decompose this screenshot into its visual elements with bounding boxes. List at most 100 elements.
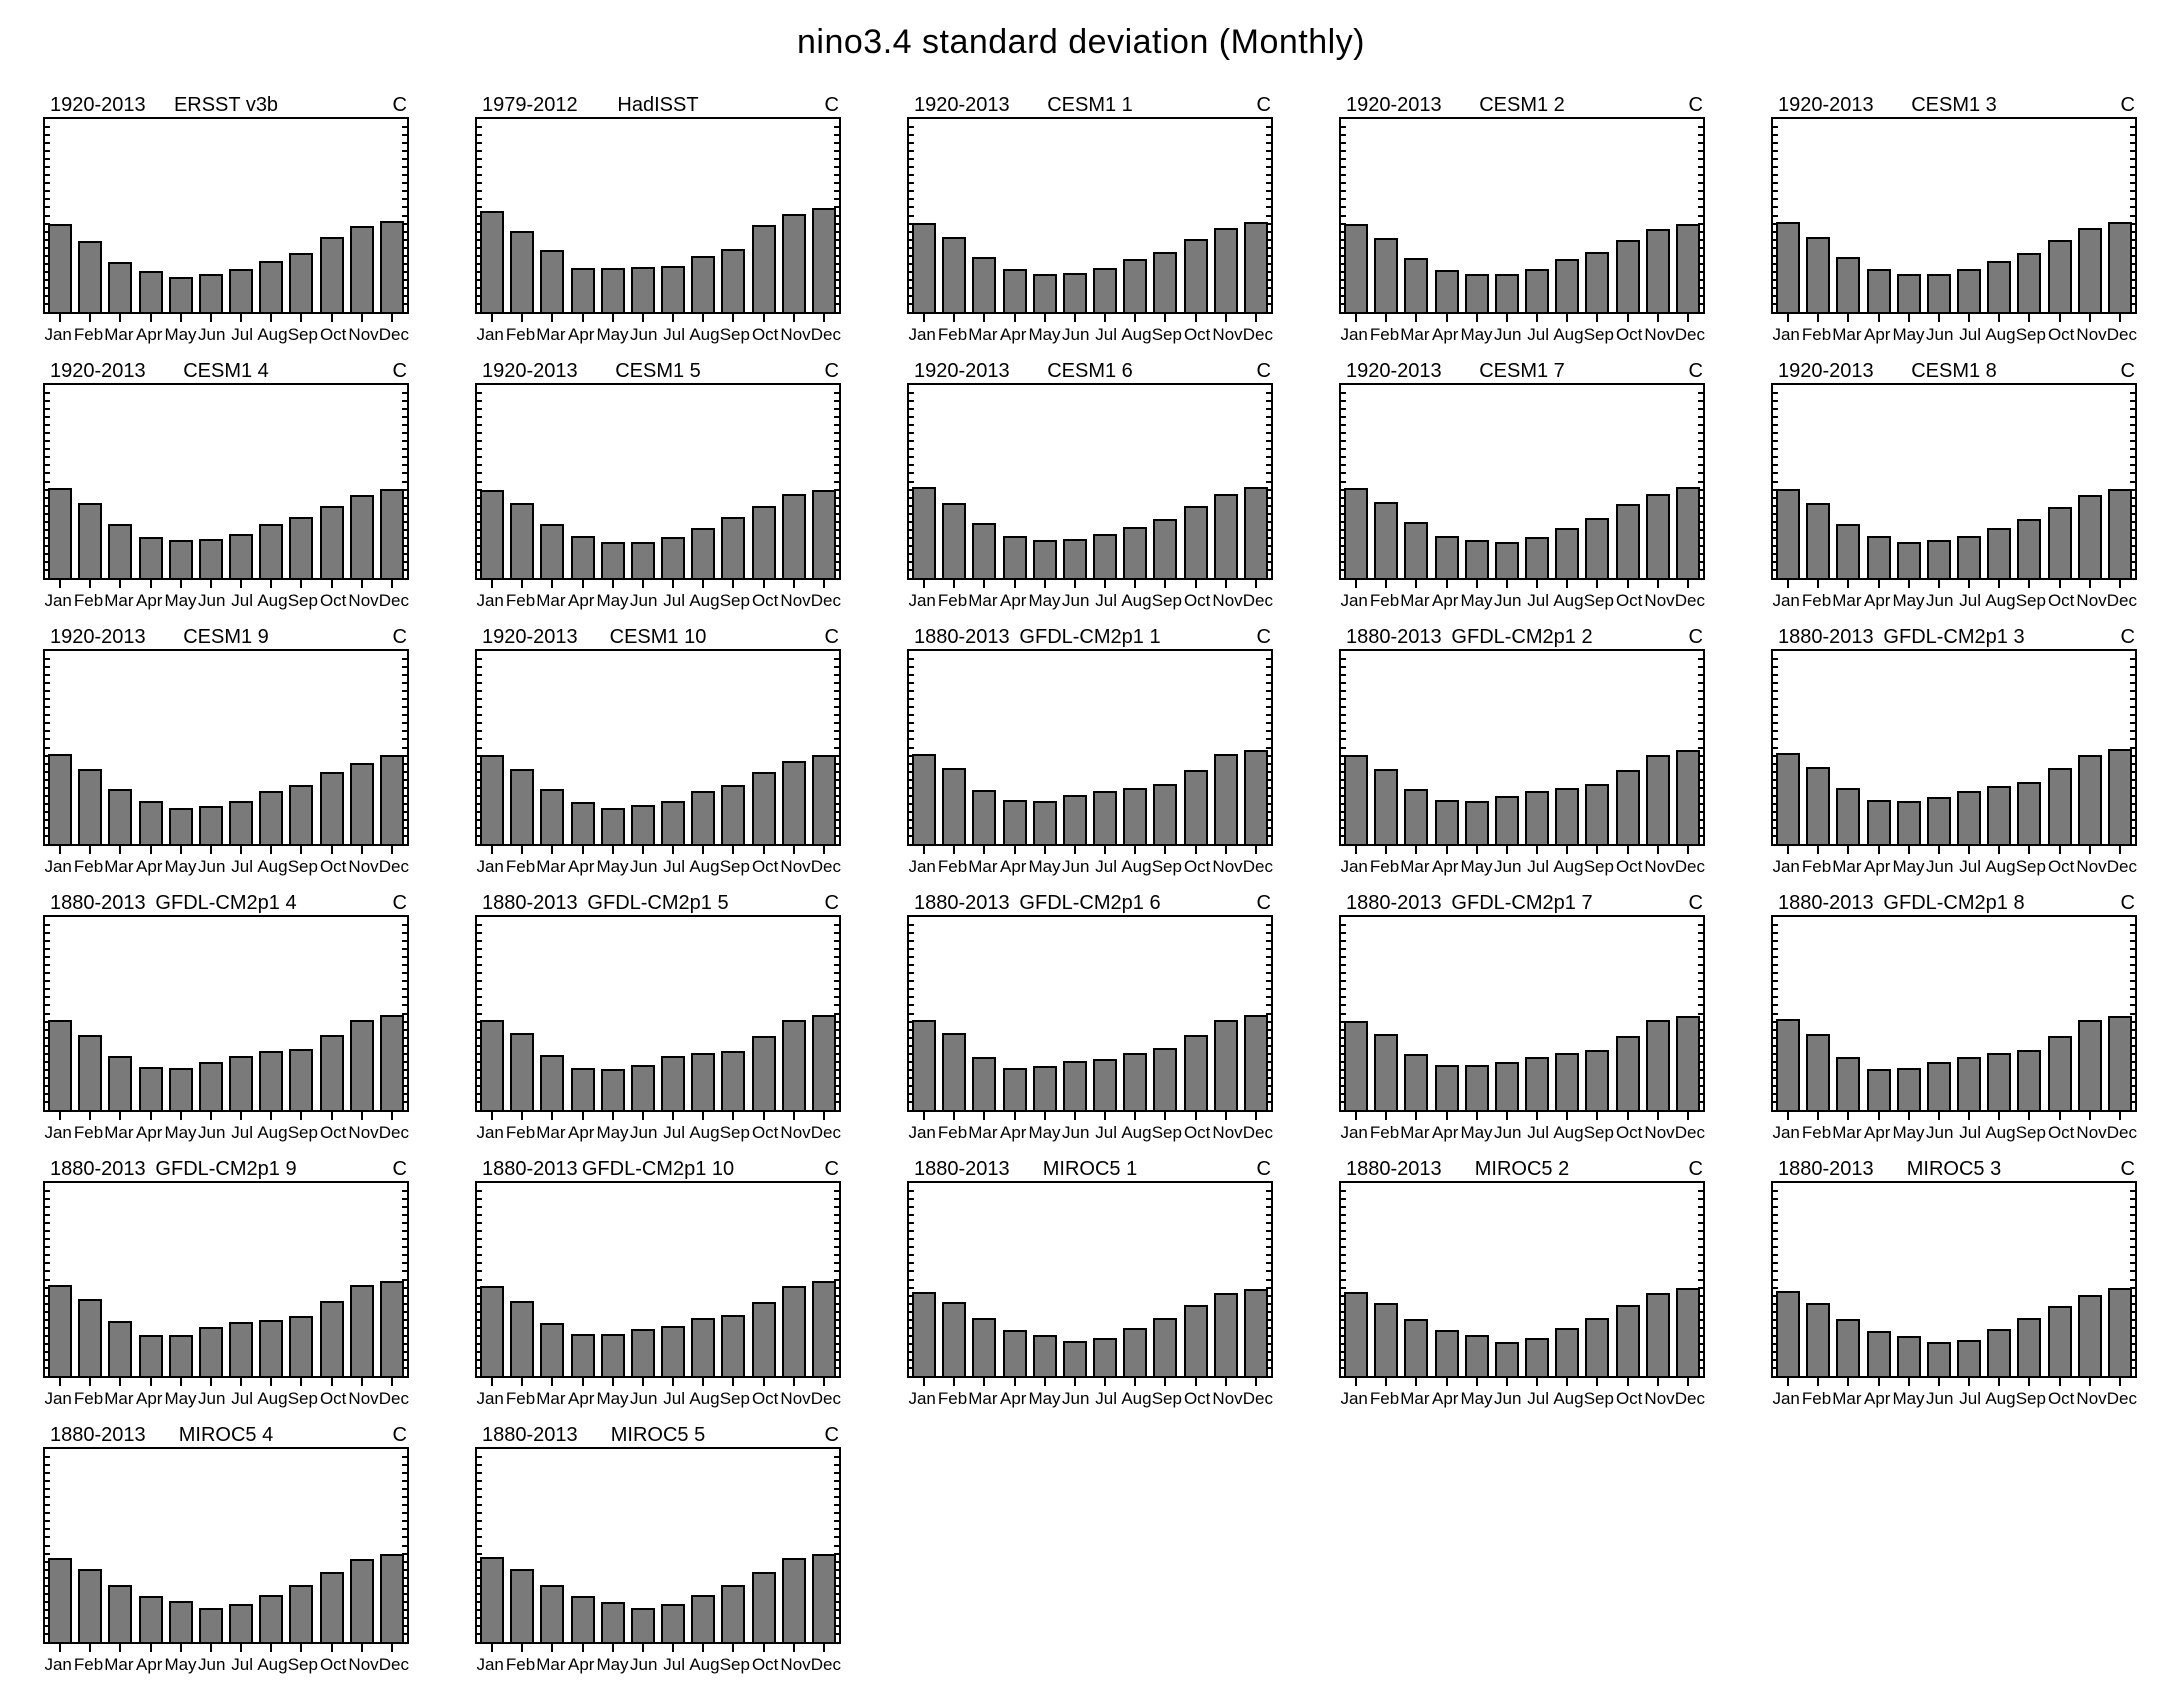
y-minor-tick [1773,1335,1778,1337]
x-tick [330,1112,333,1120]
y-minor-tick [45,481,50,483]
y-minor-tick [1773,158,1778,160]
y-minor-tick [834,1545,839,1547]
y-minor-tick [477,529,482,531]
y-minor-tick [1698,529,1703,531]
panel-title: CESM1 7 [1479,360,1565,382]
y-minor-tick [1266,1061,1271,1063]
month-label: Jan [1340,857,1368,876]
y-minor-tick [402,174,407,176]
plot-area [1771,117,2137,314]
y-minor-tick [1341,1295,1346,1297]
x-tick [1536,846,1539,854]
month-label: Apr [136,1389,163,1408]
x-tick [551,1112,554,1120]
y-minor-tick [402,126,407,128]
bar-mar [540,249,565,312]
y-minor-tick [2130,408,2135,410]
y-minor-tick [1773,988,1778,990]
y-minor-tick [909,1327,914,1329]
x-tick [1937,1112,1940,1120]
x-tick [1937,580,1940,588]
y-minor-tick [45,464,50,466]
y-minor-tick [477,835,482,837]
y-minor-tick [477,1601,482,1603]
y-minor-tick [1773,1279,1778,1281]
x-tick [1013,580,1016,588]
y-minor-tick [1341,1359,1346,1361]
bar-aug [1555,527,1580,578]
month-label: Jan [908,591,936,610]
y-minor-tick [1773,505,1778,507]
x-tick [672,314,675,322]
panel-title: ERSST v3b [173,94,279,116]
x-tick [330,1644,333,1652]
y-minor-tick [2130,803,2135,805]
y-minor-tick [909,198,914,200]
bar-apr [1866,269,1891,312]
y-minor-tick [1266,1367,1271,1369]
y-minor-tick [1266,1004,1271,1006]
bar-jul [1957,791,1982,844]
y-minor-tick [2130,505,2135,507]
y-minor-tick [1698,682,1703,684]
bar-feb [1374,238,1399,312]
y-minor-tick [834,1021,839,1023]
y-minor-tick [1266,513,1271,515]
x-axis-ticks [907,314,1273,325]
month-label: Mar [104,1123,134,1142]
month-label: Apr [136,325,163,344]
y-minor-tick [45,1456,50,1458]
y-minor-tick [2130,1013,2135,1015]
x-tick [1626,1378,1629,1386]
y-minor-tick [909,295,914,297]
panel-title: GFDL-CM2p1 4 [155,892,297,914]
y-minor-tick [402,1311,407,1313]
y-minor-tick [1341,529,1346,531]
month-label: Sep [1583,1123,1614,1142]
y-minor-tick [477,1545,482,1547]
y-minor-tick [477,1343,482,1345]
month-label: Jul [663,1389,685,1408]
y-minor-tick [1341,779,1346,781]
x-tick [390,314,393,322]
y-minor-tick [477,1625,482,1627]
bar-sep [289,516,314,578]
y-minor-tick [909,1004,914,1006]
y-minor-tick [1698,440,1703,442]
y-minor-tick [834,1335,839,1337]
y-minor-tick [1266,287,1271,289]
y-minor-tick [834,1367,839,1369]
y-minor-tick [45,198,50,200]
y-minor-tick [402,698,407,700]
month-label: Feb [505,1123,536,1142]
bar-dec [1243,486,1268,578]
month-label: Dec [378,591,410,610]
y-minor-tick [834,432,839,434]
bar-sep [1153,783,1178,844]
y-minor-tick [45,747,50,749]
y-minor-tick [477,1633,482,1635]
y-minor-tick [1341,835,1346,837]
bar-jun [198,1607,223,1642]
month-label: May [1892,1123,1925,1142]
y-minor-tick [402,1593,407,1595]
y-minor-tick [402,206,407,208]
y-minor-tick [1698,247,1703,249]
bar-feb [78,1034,103,1110]
month-label: Aug [1985,591,2016,610]
y-minor-tick [1773,948,1778,950]
month-label: Aug [1121,857,1152,876]
y-minor-tick [1698,996,1703,998]
bar-apr [570,1595,595,1642]
y-minor-tick [477,190,482,192]
y-minor-tick [45,1545,50,1547]
y-minor-tick [909,537,914,539]
y-minor-tick [1266,1335,1271,1337]
bar-aug [259,524,284,578]
plot-area [475,915,841,1112]
bar-jun [198,1326,223,1376]
y-minor-tick [834,1077,839,1079]
y-minor-tick [834,1456,839,1458]
y-minor-tick [2130,126,2135,128]
